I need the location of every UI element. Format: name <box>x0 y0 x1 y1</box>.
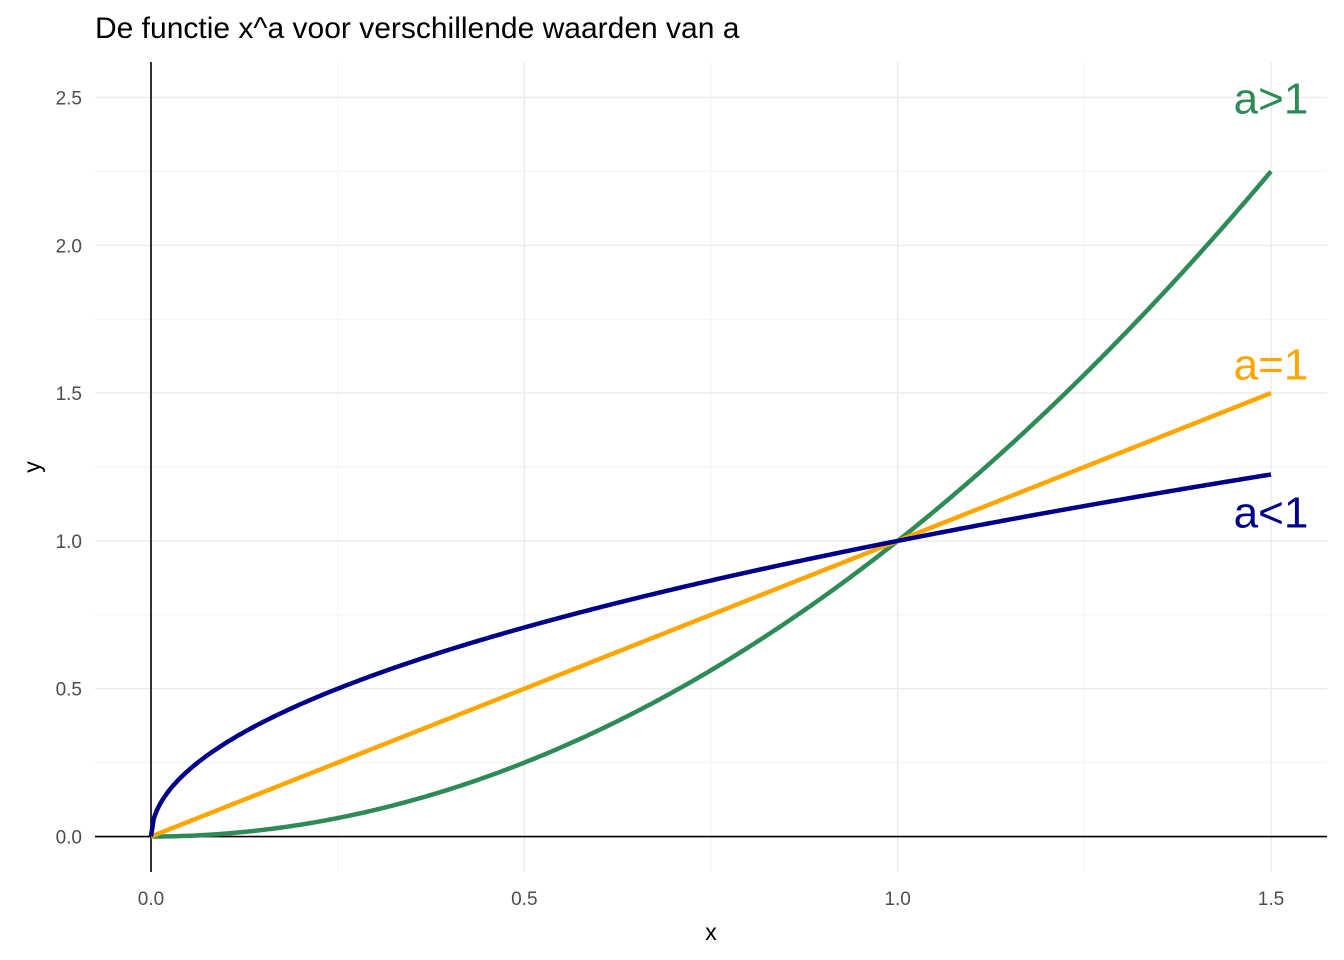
series-annotation: a>1 <box>1234 74 1309 123</box>
series-annotation: a<1 <box>1234 488 1309 537</box>
y-tick-label: 0.0 <box>56 828 82 849</box>
x-tick-label: 0.0 <box>138 889 164 910</box>
y-tick-label: 1.0 <box>56 532 82 553</box>
x-tick-labels: 0.0 0.5 1.0 1.5 <box>138 889 1284 910</box>
x-axis-title: x <box>705 919 717 945</box>
y-axis-title: y <box>19 461 45 473</box>
series-annotation: a=1 <box>1234 341 1309 390</box>
x-tick-label: 0.5 <box>511 889 537 910</box>
x-tick-label: 1.0 <box>884 889 910 910</box>
series-lines <box>148 169 1273 839</box>
y-tick-label: 2.0 <box>56 236 82 257</box>
y-tick-label: 0.5 <box>56 680 82 701</box>
series-line-a-1 <box>148 472 1272 837</box>
chart-title: De functie x^a voor verschillende waarde… <box>95 12 740 45</box>
grid-minor <box>95 62 1327 872</box>
series-line-a-1 <box>150 390 1272 839</box>
series-line-a-1 <box>150 169 1273 839</box>
x-tick-label: 1.5 <box>1258 889 1284 910</box>
series-annotations: a>1 a=1 a<1 <box>1234 74 1309 537</box>
axes <box>95 62 1327 872</box>
y-tick-label: 1.5 <box>56 384 82 405</box>
y-tick-labels: 0.0 0.5 1.0 1.5 2.0 2.5 <box>56 88 82 848</box>
y-tick-label: 2.5 <box>56 88 82 109</box>
